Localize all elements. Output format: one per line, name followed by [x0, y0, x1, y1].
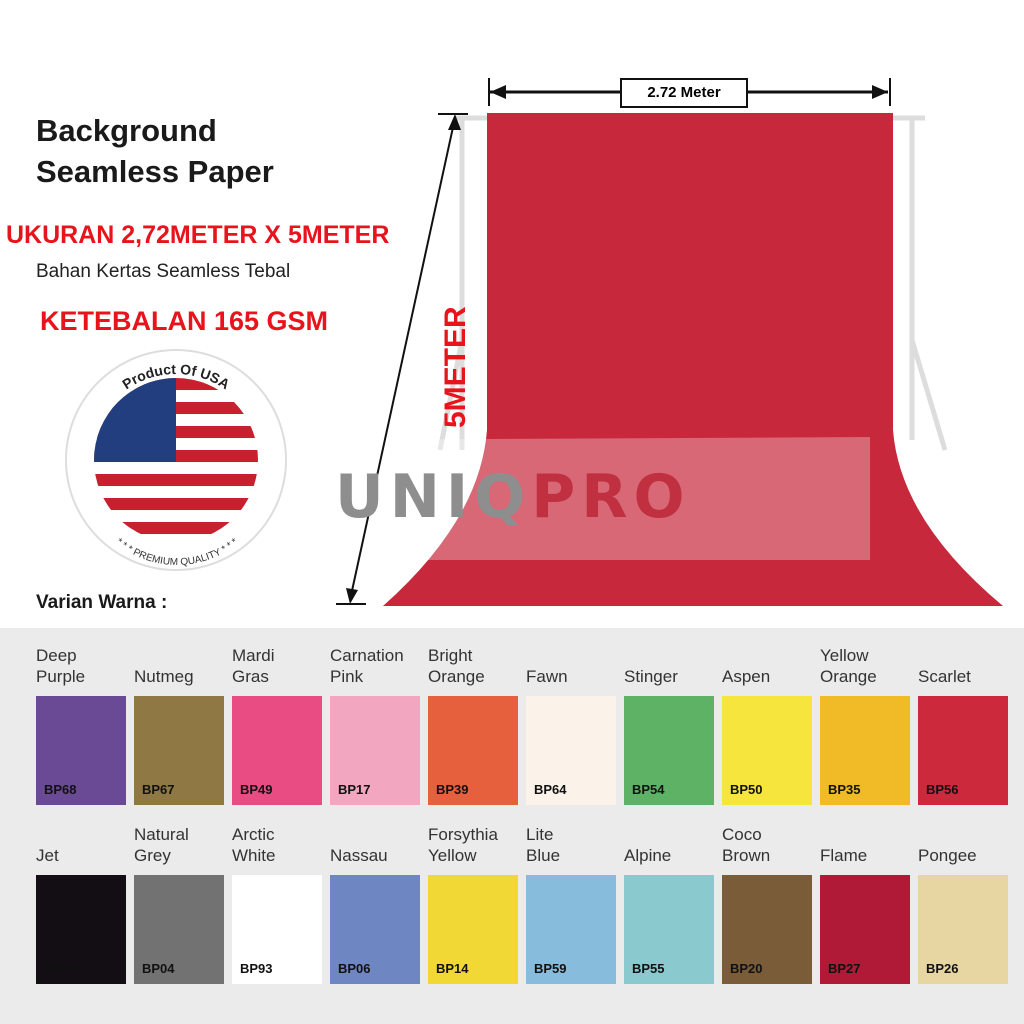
swatch-name: Nassau [330, 846, 388, 865]
swatch-name: Fawn [526, 667, 568, 686]
title-line-1: Background [36, 113, 217, 148]
swatch-name: Forsythia Yellow [428, 825, 498, 865]
swatch-code: BP17 [338, 782, 371, 797]
swatch-bp04[interactable]: Natural Grey BP04 [134, 825, 224, 984]
variants-heading: Varian Warna : [36, 592, 168, 613]
swatch-color[interactable]: BP55 [624, 875, 714, 984]
swatch-code: BP93 [240, 961, 273, 976]
swatch-name: Scarlet [918, 667, 971, 686]
swatch-color[interactable]: BP39 [428, 696, 518, 805]
swatch-bp68[interactable]: Deep Purple BP68 [36, 646, 126, 805]
swatch-code: BP27 [828, 961, 861, 976]
swatch-color[interactable]: BP68 [36, 696, 126, 805]
swatch-code: BP14 [436, 961, 469, 976]
swatch-color[interactable]: BP17 [330, 696, 420, 805]
swatch-bp93[interactable]: Arctic White BP93 [232, 825, 322, 984]
swatch-code: BP50 [730, 782, 763, 797]
swatch-bp59[interactable]: Lite Blue BP59 [526, 825, 616, 984]
swatch-color[interactable]: BP26 [918, 875, 1008, 984]
swatch-code: BP44 [44, 961, 77, 976]
swatch-color[interactable]: BP06 [330, 875, 420, 984]
swatch-code: BP67 [142, 782, 175, 797]
swatch-color[interactable]: BP04 [134, 875, 224, 984]
watermark-band [300, 437, 870, 560]
swatch-bp06[interactable]: Nassau BP06 [330, 846, 420, 984]
swatch-name: Nutmeg [134, 667, 194, 686]
swatch-bp67[interactable]: Nutmeg BP67 [134, 667, 224, 805]
swatch-bp56[interactable]: Scarlet BP56 [918, 667, 1008, 805]
swatch-name: Flame [820, 846, 868, 865]
height-dimension-label: 5METER [439, 306, 472, 428]
swatch-code: BP04 [142, 961, 175, 976]
swatch-color[interactable]: BP20 [722, 875, 812, 984]
swatch-name: Deep Purple [36, 646, 86, 686]
swatch-code: BP35 [828, 782, 861, 797]
swatch-color[interactable]: BP49 [232, 696, 322, 805]
title-line-2: Seamless Paper [36, 154, 274, 189]
swatch-name: Stinger [624, 667, 678, 686]
material-text: Bahan Kertas Seamless Tebal [36, 261, 291, 282]
product-title: Background Seamless Paper [36, 110, 274, 192]
swatch-code: BP64 [534, 782, 567, 797]
swatch-color[interactable]: BP44 [36, 875, 126, 984]
swatch-name: Mardi Gras [232, 646, 275, 686]
swatch-color[interactable]: BP27 [820, 875, 910, 984]
swatch-color[interactable]: BP59 [526, 875, 616, 984]
swatch-name: Natural Grey [134, 825, 189, 865]
swatch-color[interactable]: BP67 [134, 696, 224, 805]
swatch-name: Pongee [918, 846, 977, 865]
swatch-name: Yellow Orange [820, 646, 877, 686]
usa-flag-badge-icon: Product Of USA * * * PREMIUM QUALITY * *… [65, 349, 287, 571]
swatch-code: BP06 [338, 961, 371, 976]
swatch-name: Jet [36, 846, 59, 865]
swatch-name: Coco Brown [722, 825, 771, 865]
swatch-bp64[interactable]: Fawn BP64 [526, 667, 616, 805]
watermark-logo: UNIQPRO [335, 462, 690, 532]
swatch-name: Alpine [624, 846, 672, 865]
swatch-bp14[interactable]: Forsythia Yellow BP14 [428, 825, 518, 984]
swatch-bp26[interactable]: Pongee BP26 [918, 846, 1008, 984]
swatch-bp20[interactable]: Coco Brown BP20 [722, 825, 812, 984]
backdrop-paper [383, 113, 1003, 606]
swatch-code: BP20 [730, 961, 763, 976]
swatch-name: Aspen [722, 667, 771, 686]
swatch-bp50[interactable]: Aspen BP50 [722, 667, 812, 805]
swatch-name: Lite Blue [526, 825, 561, 865]
swatch-color[interactable]: BP54 [624, 696, 714, 805]
swatch-name: Arctic White [232, 825, 276, 865]
swatch-code: BP49 [240, 782, 273, 797]
swatch-code: BP54 [632, 782, 665, 797]
swatch-name: Bright Orange [428, 646, 485, 686]
swatch-code: BP68 [44, 782, 77, 797]
swatch-bp49[interactable]: Mardi Gras BP49 [232, 646, 322, 805]
swatch-code: BP39 [436, 782, 469, 797]
swatch-bp44[interactable]: Jet BP44 [36, 846, 126, 984]
backdrop-illustration [300, 78, 1003, 606]
swatch-code: BP55 [632, 961, 665, 976]
swatch-code: BP26 [926, 961, 959, 976]
swatch-bp35[interactable]: Yellow Orange BP35 [820, 646, 910, 805]
swatch-bp27[interactable]: Flame BP27 [820, 846, 910, 984]
swatch-color[interactable]: BP14 [428, 875, 518, 984]
swatch-color[interactable]: BP35 [820, 696, 910, 805]
swatch-bp54[interactable]: Stinger BP54 [624, 667, 714, 805]
watermark-part1: UNIQ [335, 462, 532, 532]
swatch-bp55[interactable]: Alpine BP55 [624, 846, 714, 984]
swatch-name: Carnation Pink [330, 646, 404, 686]
swatch-code: BP56 [926, 782, 959, 797]
swatch-color[interactable]: BP50 [722, 696, 812, 805]
swatch-bp39[interactable]: Bright Orange BP39 [428, 646, 518, 805]
thickness-text: KETEBALAN 165 GSM [40, 306, 329, 336]
size-text: UKURAN 2,72METER X 5METER [6, 221, 390, 249]
swatch-bp17[interactable]: Carnation Pink BP17 [330, 646, 420, 805]
width-dimension-label: 2.72 Meter [620, 78, 748, 108]
swatch-code: BP59 [534, 961, 567, 976]
swatch-color[interactable]: BP56 [918, 696, 1008, 805]
swatch-color[interactable]: BP64 [526, 696, 616, 805]
swatch-color[interactable]: BP93 [232, 875, 322, 984]
watermark-part2: PRO [531, 462, 691, 532]
